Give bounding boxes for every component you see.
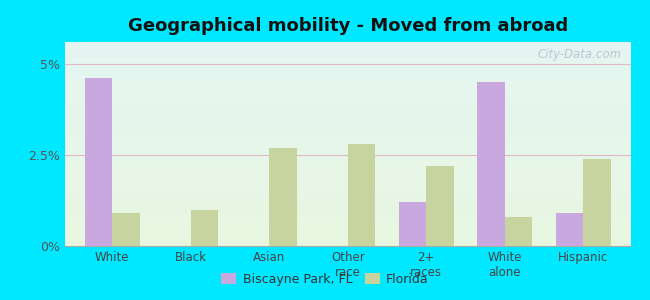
Bar (399, 202, 426, 246)
Bar (269, 148, 296, 246)
Bar (584, 159, 611, 246)
Bar (112, 213, 140, 246)
Bar (190, 210, 218, 246)
Bar (348, 144, 375, 246)
Bar (426, 166, 454, 246)
Text: City-Data.com: City-Data.com (538, 48, 622, 61)
Bar (556, 213, 584, 246)
Legend: Biscayne Park, FL, Florida: Biscayne Park, FL, Florida (216, 268, 434, 291)
Title: Geographical mobility - Moved from abroad: Geographical mobility - Moved from abroa… (127, 17, 568, 35)
Bar (477, 82, 505, 246)
Bar (84, 78, 112, 246)
Bar (505, 217, 532, 246)
